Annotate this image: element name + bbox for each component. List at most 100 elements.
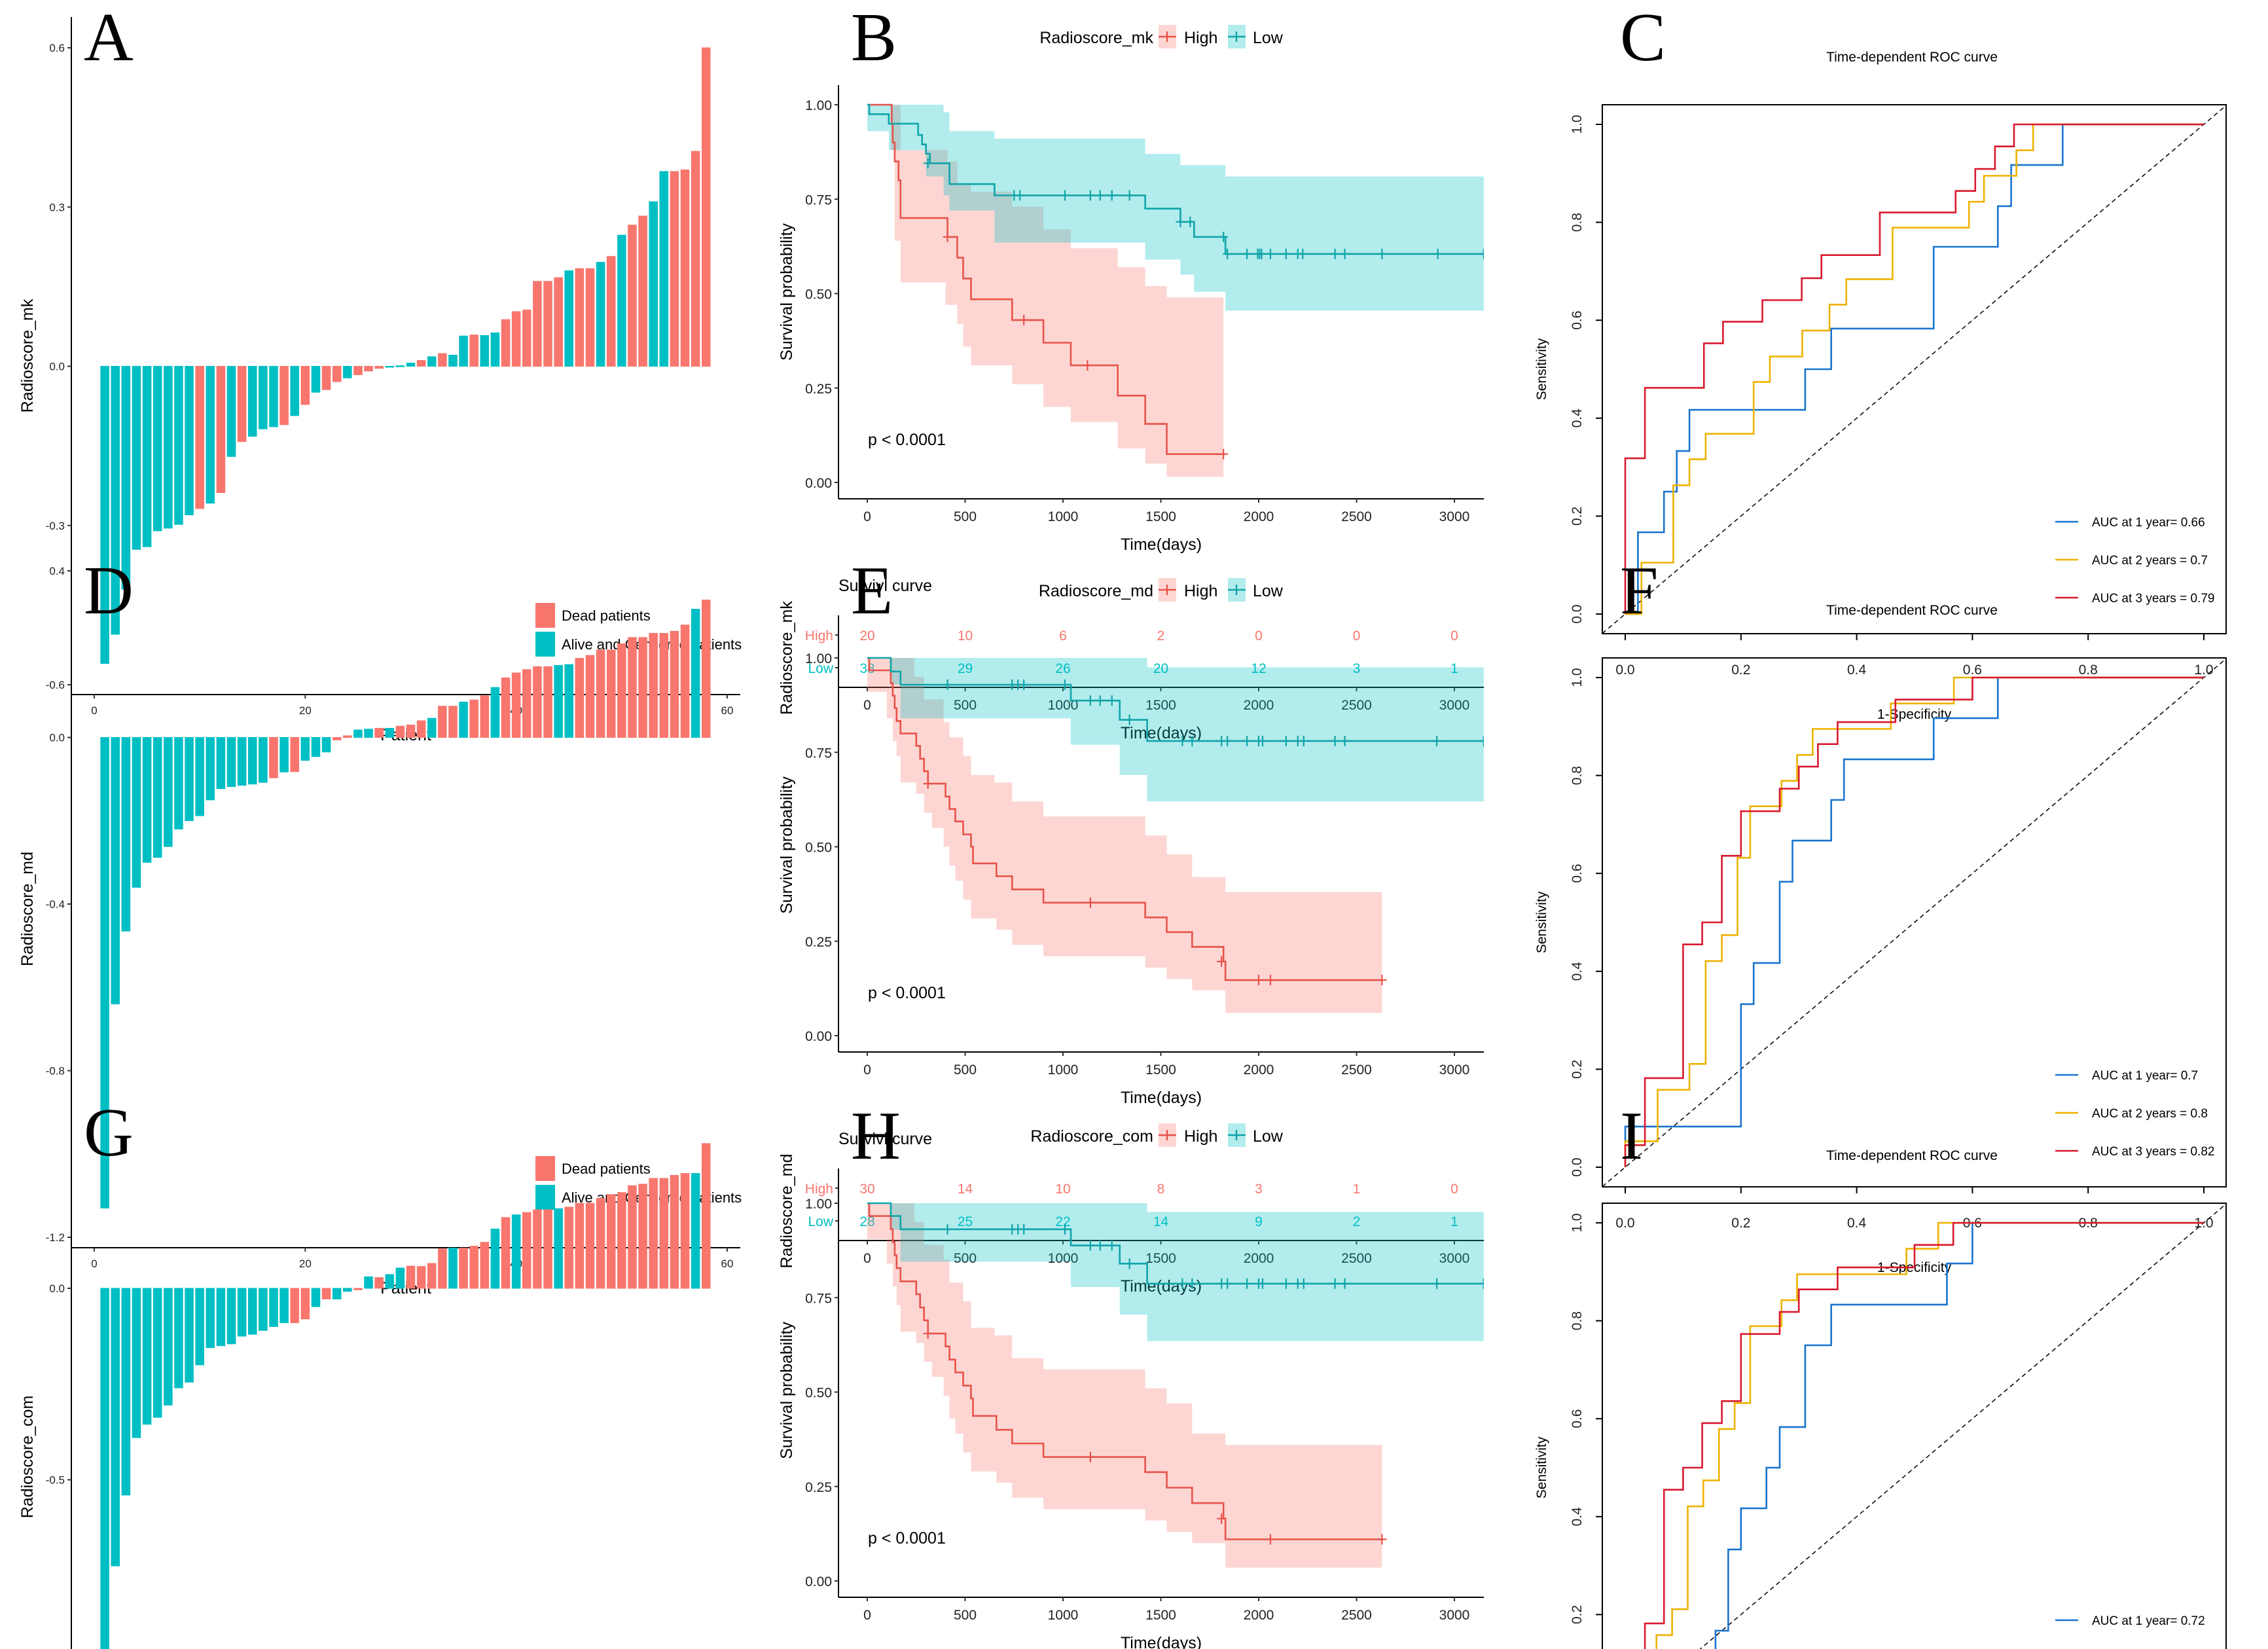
risk-count-high: 0 xyxy=(1255,628,1263,643)
chart-svg: 0.000.250.500.751.000 500 1000 1500 2000 2500… xyxy=(778,0,1484,742)
bar-dead xyxy=(374,366,384,369)
x-tick-label: 0.6 xyxy=(1963,662,1982,678)
censor-mark-low xyxy=(1479,735,1484,746)
panel-letter: E xyxy=(851,552,893,628)
censor-mark-low xyxy=(1015,190,1025,201)
km-line-low xyxy=(867,103,1484,255)
censor-mark-low xyxy=(1185,216,1195,227)
censor-mark-low xyxy=(1299,735,1308,746)
reference-diagonal xyxy=(1602,105,2227,634)
censor-mark-low xyxy=(1219,231,1229,242)
legend-label-low: Low xyxy=(1253,29,1284,47)
legend-label-roc_2y: AUC at 2 years = 0.8 xyxy=(2092,1107,2208,1121)
bar-dead xyxy=(406,724,416,738)
bar-dead xyxy=(480,695,490,738)
y-tick-label: 0.50 xyxy=(805,287,832,302)
bar-alive xyxy=(206,737,215,801)
legend-key-high-line xyxy=(1159,585,1176,595)
risk-count-low: 3 xyxy=(1353,661,1361,676)
bar-dead xyxy=(374,728,384,738)
risk-count-high: 0 xyxy=(1353,628,1361,643)
censor-mark-high xyxy=(943,231,952,242)
risk-y-axis-title: Radioscore_mk xyxy=(778,601,796,715)
risk-count-low: 38 xyxy=(859,661,874,676)
x-tick-label: 0.4 xyxy=(1847,662,1867,678)
km-line-high xyxy=(867,103,1224,455)
bar-alive xyxy=(259,366,268,429)
legend-swatch-dead xyxy=(535,603,555,628)
bar-dead xyxy=(596,649,605,738)
bar-dead xyxy=(638,1184,647,1289)
bar-dead xyxy=(585,1203,595,1289)
x-axis-title: Time(days) xyxy=(1121,535,1202,554)
bar-alive xyxy=(691,609,700,738)
risk-count-high: 3 xyxy=(1255,1182,1263,1197)
censor-mark-high xyxy=(1254,975,1263,986)
bar-dead xyxy=(290,737,300,772)
bar-alive xyxy=(111,1288,120,1567)
bar-alive xyxy=(111,737,120,1005)
legend-title: Radioscore_md xyxy=(1039,582,1153,600)
y-tick-label: 0.0 xyxy=(1570,1157,1585,1176)
bar-dead xyxy=(332,737,342,740)
censor-mark-low xyxy=(1281,735,1291,746)
chart-svg: -1.0-0.50.00204060PatientRadioscore_comD… xyxy=(18,1094,711,1649)
y-tick-label: 0.50 xyxy=(805,841,832,856)
bar-alive xyxy=(554,664,563,738)
y-tick-label: 0.25 xyxy=(805,1480,832,1495)
bar-dead xyxy=(469,335,478,367)
bar-alive xyxy=(247,1288,257,1335)
bar-alive xyxy=(237,1288,247,1337)
bar-dead xyxy=(321,366,331,390)
censor-mark-low xyxy=(1223,248,1233,259)
risk-x-tick-label: 2000 xyxy=(1244,1251,1274,1266)
bar-dead xyxy=(469,1246,478,1289)
reference-diagonal xyxy=(1602,658,2227,1187)
y-tick-label: 1.00 xyxy=(805,651,832,666)
bar-alive xyxy=(617,234,626,367)
risk-y-axis-title: Radioscore_md xyxy=(778,1153,796,1268)
risk-x-tick-label: 2000 xyxy=(1244,698,1274,713)
plot-area xyxy=(867,657,1484,1013)
x-tick-label: 500 xyxy=(954,1608,977,1623)
risk-x-tick-label: 0 xyxy=(863,698,871,713)
risk-count-low: 1 xyxy=(1450,661,1458,676)
x-axis-title: Time(days) xyxy=(1121,1634,1202,1649)
censor-mark-low xyxy=(1377,248,1387,259)
y-axis-title: Survival probability xyxy=(778,223,796,361)
bar-dead xyxy=(638,637,647,738)
bar-dead xyxy=(374,1277,384,1289)
y-tick-label: 0.8 xyxy=(1570,766,1585,785)
legend-swatch-dead xyxy=(535,1156,555,1181)
bar-alive xyxy=(259,737,268,783)
bar-alive xyxy=(121,737,131,932)
bar-alive xyxy=(132,1288,141,1438)
bar-dead xyxy=(606,1194,616,1289)
censor-mark-high xyxy=(1083,360,1092,371)
x-tick-label: 2000 xyxy=(1244,509,1274,524)
x-tick-label: 0.4 xyxy=(1847,1216,1867,1231)
y-tick-label: -0.5 xyxy=(46,1474,65,1487)
y-axis-title: Sensitivity xyxy=(1534,891,1549,953)
risk-count-high: 2 xyxy=(1157,628,1165,643)
y-axis-title: Radioscore_mk xyxy=(18,299,37,412)
bar-alive xyxy=(311,1288,321,1307)
panel-h-km-curve: 0.00 0.25 0.50 0.75 1.00 0 500 1000 1500 2000 2500… xyxy=(753,1097,1519,1649)
risk-x-tick-label: 2500 xyxy=(1341,698,1372,713)
bar-alive xyxy=(153,737,162,858)
risk-count-low: 26 xyxy=(1055,661,1070,676)
bar-alive xyxy=(206,366,215,504)
bar-dead xyxy=(659,632,669,738)
roc-line-roc_3y xyxy=(1644,1222,2204,1649)
bar-alive xyxy=(247,737,257,785)
y-axis-title: Survival probability xyxy=(778,776,796,914)
plot-frame xyxy=(1602,657,2227,1187)
x-tick-label: 1500 xyxy=(1145,1062,1176,1078)
risk-count-low: 9 xyxy=(1255,1214,1263,1229)
censor-mark-low xyxy=(1178,735,1187,746)
x-tick-label: 1000 xyxy=(1048,1062,1079,1078)
bar-alive xyxy=(406,363,416,367)
roc-line-roc_1y xyxy=(1625,123,2204,615)
bar-dead xyxy=(438,706,447,738)
risk-x-tick-label: 1000 xyxy=(1048,1251,1079,1266)
